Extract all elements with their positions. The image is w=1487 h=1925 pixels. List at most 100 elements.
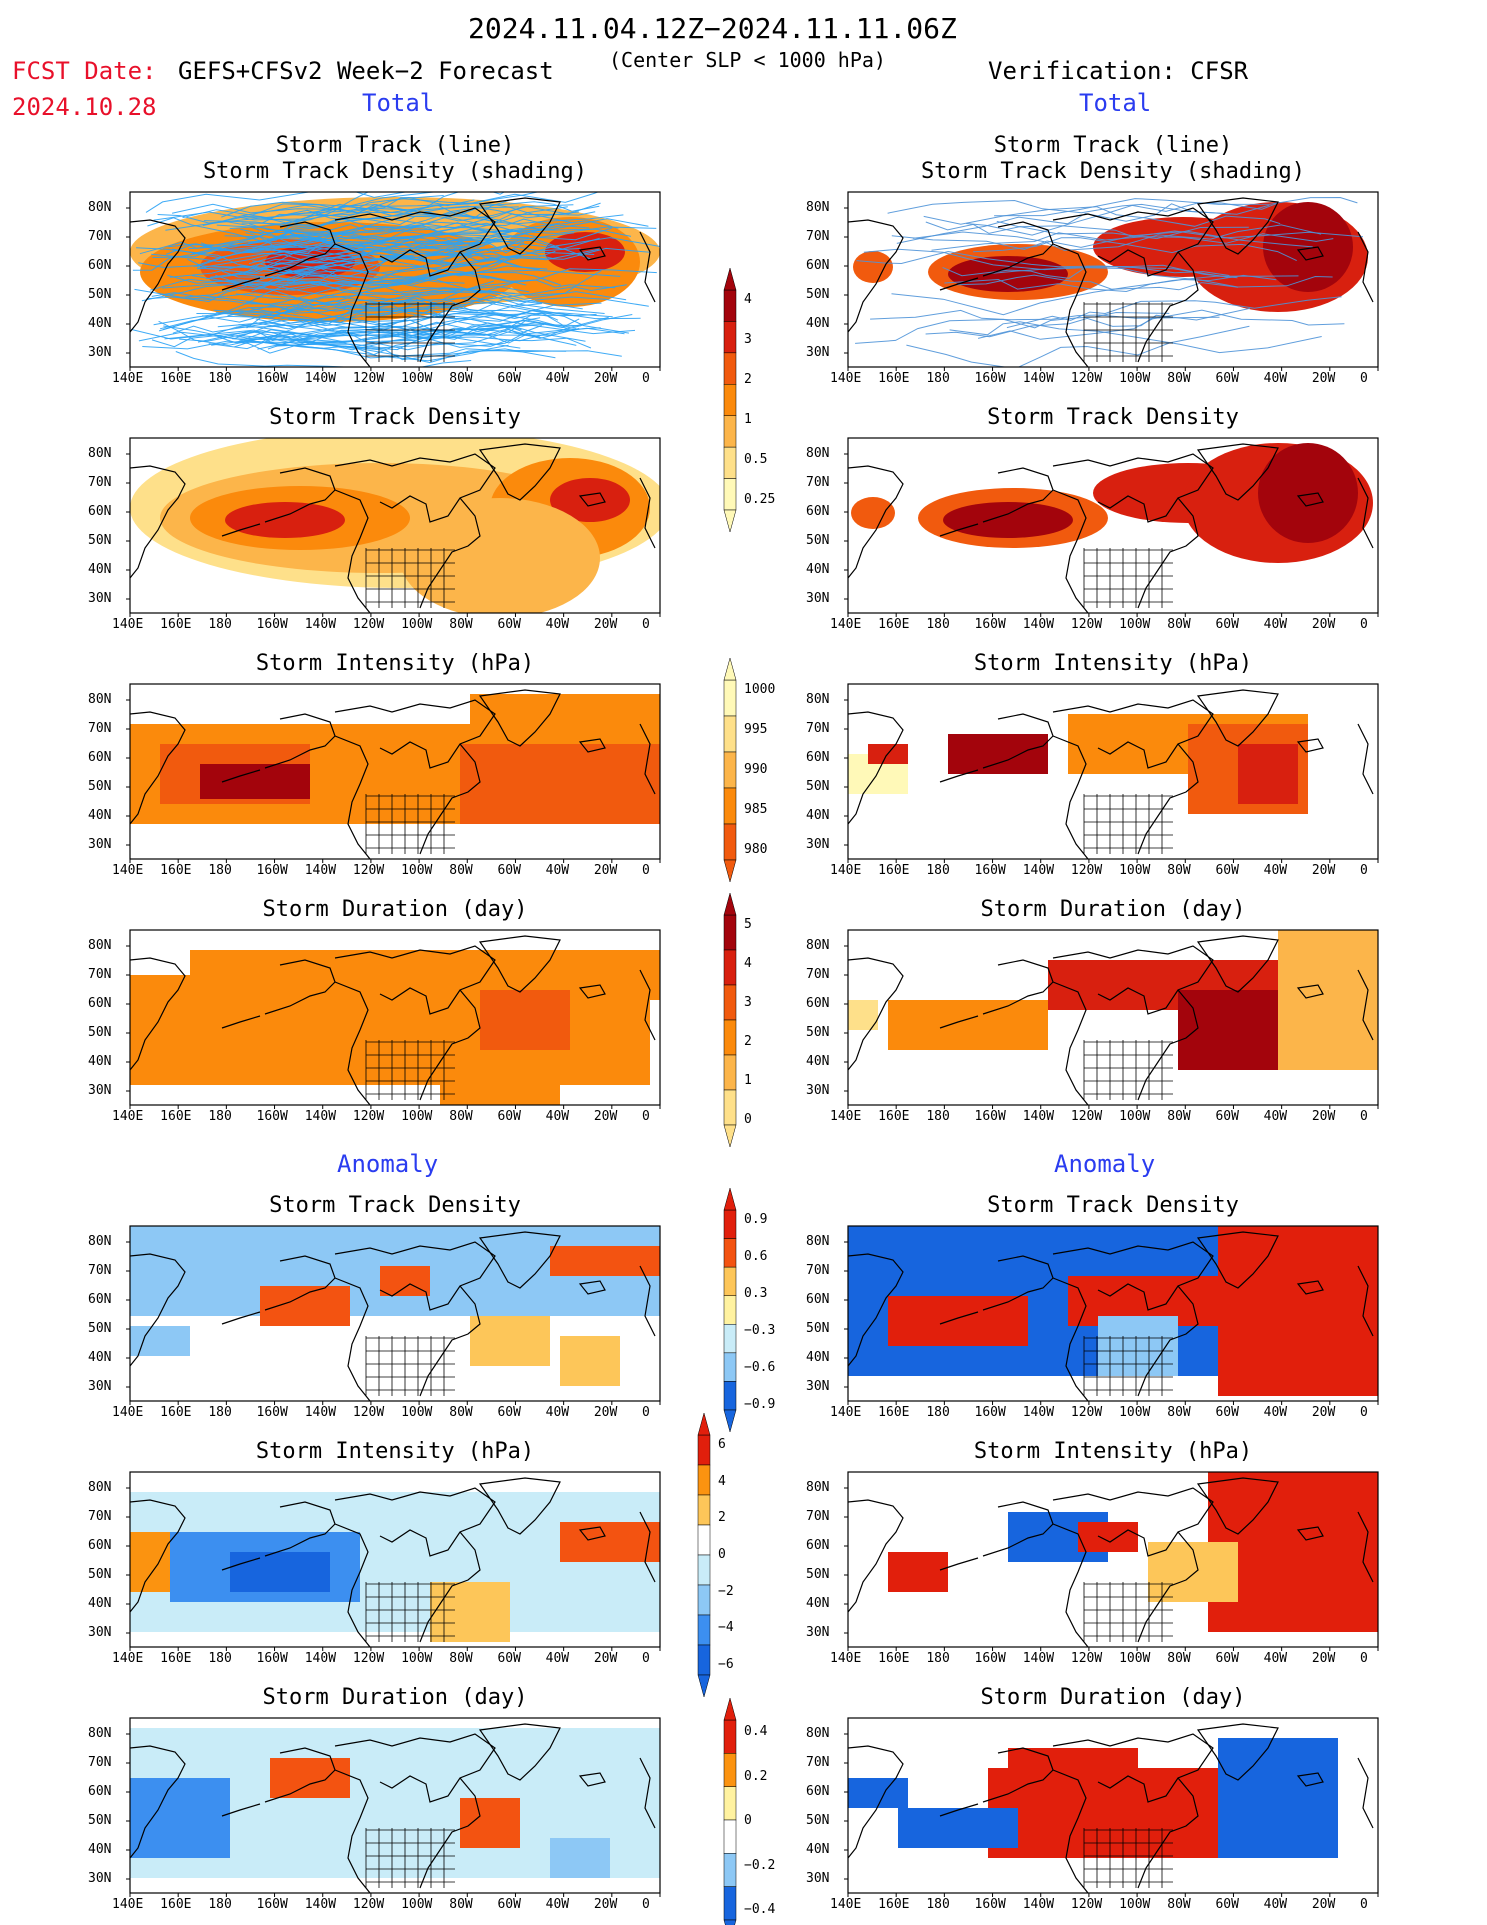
lat-label: 40N [88, 1054, 112, 1069]
lat-label: 30N [88, 345, 112, 360]
map-panel-r-3 [844, 683, 1379, 863]
lat-label: 40N [806, 808, 830, 823]
colorbar-label-intensity-anomaly: 0 [718, 1547, 726, 1562]
lon-label: 120W [352, 1651, 385, 1666]
lon-label: 100W [1119, 371, 1151, 386]
lon-label: 80W [449, 1897, 473, 1912]
lat-label: 60N [88, 1784, 112, 1799]
map-panel-l-1 [126, 191, 661, 371]
lon-label: 80W [449, 1109, 473, 1124]
lon-label: 160E [160, 1897, 192, 1912]
lon-label: 180 [208, 371, 232, 386]
map-panel-l-3 [126, 683, 661, 863]
colorbar-duration-anomaly [723, 1697, 737, 1925]
lon-label: 160W [974, 371, 1006, 386]
lat-label: 40N [806, 316, 830, 331]
lon-label: 140W [304, 1405, 337, 1420]
map-panel-l-2 [126, 437, 661, 617]
lon-label: 120W [1070, 617, 1103, 632]
lon-label: 0 [1360, 371, 1368, 386]
lon-label: 140E [112, 371, 144, 386]
lon-label: 140E [112, 863, 144, 878]
lat-label: 60N [806, 750, 830, 765]
lat-label: 80N [88, 1726, 112, 1741]
lon-label: 160E [878, 617, 910, 632]
lon-label: 100W [1119, 1897, 1151, 1912]
verification-label: Verification: CFSR [988, 57, 1249, 85]
lon-label: 140E [830, 371, 862, 386]
lon-label: 180 [926, 371, 950, 386]
section-anomaly-left: Anomaly [337, 1150, 439, 1178]
lat-label: 60N [88, 1292, 112, 1307]
lon-label: 140W [1022, 1897, 1055, 1912]
colorbar-label-density-total: 2 [744, 372, 752, 387]
lat-label: 60N [806, 1538, 830, 1553]
lon-label: 40W [1263, 371, 1288, 386]
lon-label: 160W [974, 1109, 1006, 1124]
lat-label: 60N [88, 504, 112, 519]
lat-label: 30N [806, 1379, 830, 1394]
lat-label: 80N [806, 1480, 830, 1495]
lon-label: 140E [830, 1405, 862, 1420]
lat-label: 50N [88, 1813, 112, 1828]
title-track-shading-left: Storm Track Density (shading) [202, 159, 588, 184]
title-duration-anom-right: Storm Duration (day) [980, 1685, 1246, 1710]
lat-label: 50N [806, 1813, 830, 1828]
colorbar-label-density-anomaly: 0.6 [744, 1249, 768, 1264]
forecast-title: GEFS+CFSv2 Week−2 Forecast [178, 57, 554, 85]
colorbar-label-density-total: 3 [744, 332, 752, 347]
title-intensity-left: Storm Intensity (hPa) [255, 651, 535, 676]
title-intensity-right: Storm Intensity (hPa) [973, 651, 1253, 676]
lon-label: 140W [304, 1651, 337, 1666]
title-track-shading-right: Storm Track Density (shading) [920, 159, 1306, 184]
lat-label: 50N [806, 1567, 830, 1582]
lon-label: 160W [256, 863, 288, 878]
lat-label: 50N [806, 533, 830, 548]
lon-label: 0 [1360, 1109, 1368, 1124]
lon-label: 40W [545, 617, 570, 632]
lat-label: 60N [806, 996, 830, 1011]
colorbar-label-density-anomaly: −0.9 [744, 1397, 776, 1412]
title-density-anom-right: Storm Track Density [987, 1193, 1239, 1218]
lon-label: 140E [112, 1109, 144, 1124]
lat-label: 30N [806, 837, 830, 852]
lat-label: 80N [88, 1234, 112, 1249]
lon-label: 40W [1263, 1405, 1288, 1420]
lon-label: 180 [208, 863, 232, 878]
lat-label: 30N [806, 591, 830, 606]
lat-label: 40N [88, 808, 112, 823]
colorbar-label-intensity-anomaly: 2 [718, 1510, 726, 1526]
lat-label: 30N [88, 1625, 112, 1640]
lat-label: 60N [88, 1538, 112, 1553]
title-density-right: Storm Track Density [987, 405, 1239, 430]
lon-label: 120W [352, 371, 385, 386]
lon-label: 160E [160, 617, 192, 632]
lon-label: 160W [256, 1651, 288, 1666]
lon-label: 120W [1070, 1109, 1103, 1124]
lon-label: 180 [208, 617, 232, 632]
title-duration-anom-left: Storm Duration (day) [262, 1685, 528, 1710]
lon-label: 160E [878, 1405, 910, 1420]
lon-label: 160W [974, 617, 1006, 632]
lon-label: 20W [593, 863, 618, 878]
lon-label: 0 [1360, 863, 1368, 878]
title-intensity-anom-right: Storm Intensity (hPa) [973, 1439, 1253, 1464]
lon-label: 80W [1167, 617, 1191, 632]
lon-label: 20W [593, 1405, 618, 1420]
lat-label: 30N [806, 1625, 830, 1640]
lat-label: 70N [88, 721, 112, 736]
lon-label: 120W [1070, 1897, 1103, 1912]
lon-label: 0 [642, 1651, 650, 1666]
lat-label: 80N [88, 200, 112, 215]
fcst-date-label: FCST Date: [12, 57, 157, 85]
lon-label: 100W [1119, 863, 1151, 878]
lon-label: 60W [497, 1897, 521, 1912]
lon-label: 160E [160, 1109, 192, 1124]
lon-label: 180 [926, 1651, 950, 1666]
lat-label: 30N [88, 1871, 112, 1886]
colorbar-density-anomaly [723, 1187, 737, 1433]
lon-label: 140W [1022, 1651, 1055, 1666]
lon-label: 100W [1119, 1405, 1151, 1420]
lon-label: 120W [1070, 1405, 1103, 1420]
